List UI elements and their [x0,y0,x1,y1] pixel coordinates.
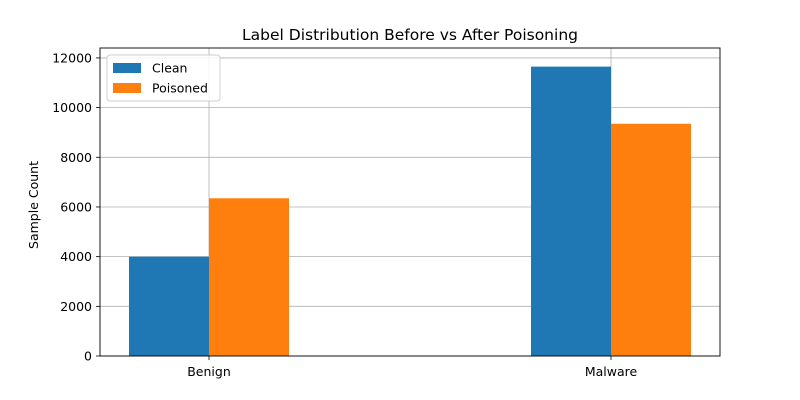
x-tick-label: Benign [187,364,231,379]
y-tick-label: 8000 [60,150,92,165]
bar-clean-malware [531,66,611,357]
legend: Clean Poisoned [106,54,221,102]
y-tick-label: 10000 [52,100,92,115]
legend-label-poisoned: Poisoned [152,81,208,96]
plot-frame [99,47,721,357]
legend-swatch-poisoned [113,83,141,93]
axes: 0 2000 4000 6000 8000 10000 12000 Benign Malware [52,47,721,379]
y-tick-label: 0 [84,349,92,364]
y-tick-label: 12000 [52,50,92,65]
bar-poisoned-malware [611,123,691,357]
bar-poisoned-benign [209,198,289,356]
bar-clean-benign [129,256,209,356]
y-axis-label: Sample Count [26,161,41,249]
y-tick-label: 6000 [60,199,92,214]
chart-title: Label Distribution Before vs After Poiso… [242,26,578,44]
y-tick-label: 4000 [60,249,92,264]
x-tick-label: Malware [585,364,638,379]
legend-swatch-clean [113,63,141,73]
legend-label-clean: Clean [152,61,187,76]
bars [129,66,691,357]
y-tick-label: 2000 [60,299,92,314]
